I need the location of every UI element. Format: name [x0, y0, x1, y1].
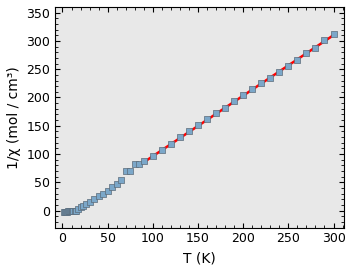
Point: [258, 81, 264, 85]
Point: [313, 45, 318, 50]
Point: [62, 210, 68, 215]
Point: [61, 210, 67, 215]
Point: [276, 70, 282, 74]
Point: [186, 129, 192, 134]
Point: [195, 122, 201, 127]
Point: [67, 209, 72, 214]
Point: [66, 209, 72, 214]
Y-axis label: 1/χ (mol / cm³): 1/χ (mol / cm³): [7, 66, 21, 169]
Point: [71, 209, 76, 214]
Point: [73, 208, 79, 213]
Point: [123, 169, 128, 173]
Point: [231, 99, 237, 104]
Point: [132, 162, 138, 166]
Point: [240, 93, 246, 97]
Point: [65, 209, 71, 214]
Point: [105, 189, 110, 193]
Point: [114, 182, 120, 186]
Point: [109, 185, 115, 189]
Point: [100, 191, 106, 196]
Point: [204, 117, 210, 121]
Point: [304, 51, 309, 55]
Point: [118, 177, 124, 182]
Point: [322, 38, 327, 42]
Point: [75, 207, 80, 211]
Point: [141, 159, 146, 163]
Point: [80, 203, 86, 208]
Point: [63, 210, 69, 214]
Point: [127, 169, 133, 173]
Point: [150, 154, 156, 159]
Point: [78, 205, 83, 209]
Point: [96, 194, 101, 198]
Point: [331, 32, 336, 36]
Point: [286, 64, 291, 69]
X-axis label: T (K): T (K): [184, 251, 216, 265]
Point: [91, 197, 97, 201]
Point: [69, 209, 74, 214]
Point: [268, 76, 273, 80]
Point: [213, 111, 219, 116]
Point: [83, 202, 89, 206]
Point: [168, 142, 174, 146]
Point: [87, 199, 92, 204]
Point: [70, 209, 75, 214]
Point: [294, 57, 300, 62]
Point: [222, 106, 228, 110]
Point: [137, 162, 142, 166]
Point: [177, 135, 183, 139]
Point: [159, 148, 165, 152]
Point: [68, 209, 73, 214]
Point: [249, 87, 255, 91]
Point: [72, 208, 78, 213]
Point: [64, 210, 70, 214]
